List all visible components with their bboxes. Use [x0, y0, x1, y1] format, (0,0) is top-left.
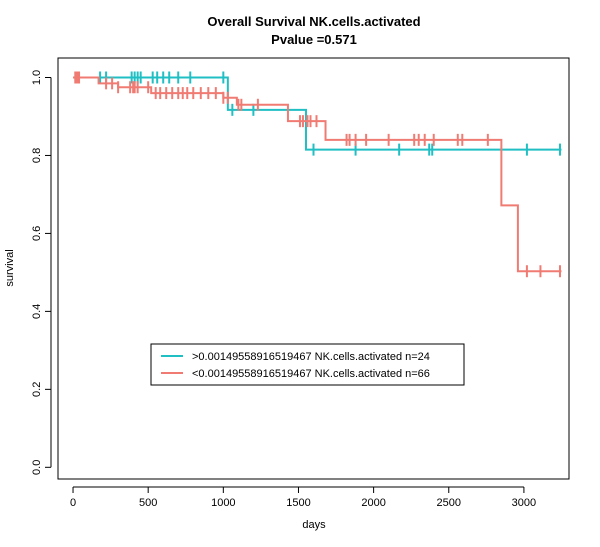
- y-axis-label: survival: [4, 249, 16, 286]
- x-axis: 0 500 1000 1500 2000 2500 3000: [70, 486, 536, 509]
- legend-label-low: <0.00149558916519467 NK.cells.activated …: [192, 368, 430, 380]
- legend: >0.00149558916519467 NK.cells.activated …: [150, 343, 465, 386]
- chart-subtitle: Pvalue =0.571: [271, 32, 357, 47]
- x-tick-label: 500: [139, 497, 157, 509]
- series-layer: [73, 71, 562, 278]
- y-tick-label: 0.8: [31, 148, 43, 163]
- x-tick-label: 2500: [437, 497, 461, 509]
- legend-label-high: >0.00149558916519467 NK.cells.activated …: [192, 351, 430, 363]
- y-tick-label: 0.4: [31, 304, 43, 319]
- x-tick-label: 3000: [512, 497, 536, 509]
- y-tick-label: 0.2: [31, 382, 43, 397]
- x-tick-label: 0: [70, 497, 76, 509]
- survival-curve-0: [73, 76, 562, 151]
- x-tick-label: 1500: [286, 497, 310, 509]
- series-1: [73, 71, 562, 278]
- x-tick-label: 2000: [361, 497, 385, 509]
- x-axis-label: days: [302, 519, 326, 531]
- legend-box: [150, 343, 465, 386]
- x-tick-label: 1000: [211, 497, 235, 509]
- y-tick-label: 0.0: [31, 460, 43, 475]
- chart-title: Overall Survival NK.cells.activated: [207, 14, 420, 29]
- y-tick-label: 1.0: [31, 70, 43, 85]
- y-tick-label: 0.6: [31, 226, 43, 241]
- survival-curve-1: [73, 76, 562, 273]
- y-axis: 0.0 0.2 0.4 0.6 0.8 1.0: [31, 70, 52, 475]
- plot-box: [57, 57, 570, 480]
